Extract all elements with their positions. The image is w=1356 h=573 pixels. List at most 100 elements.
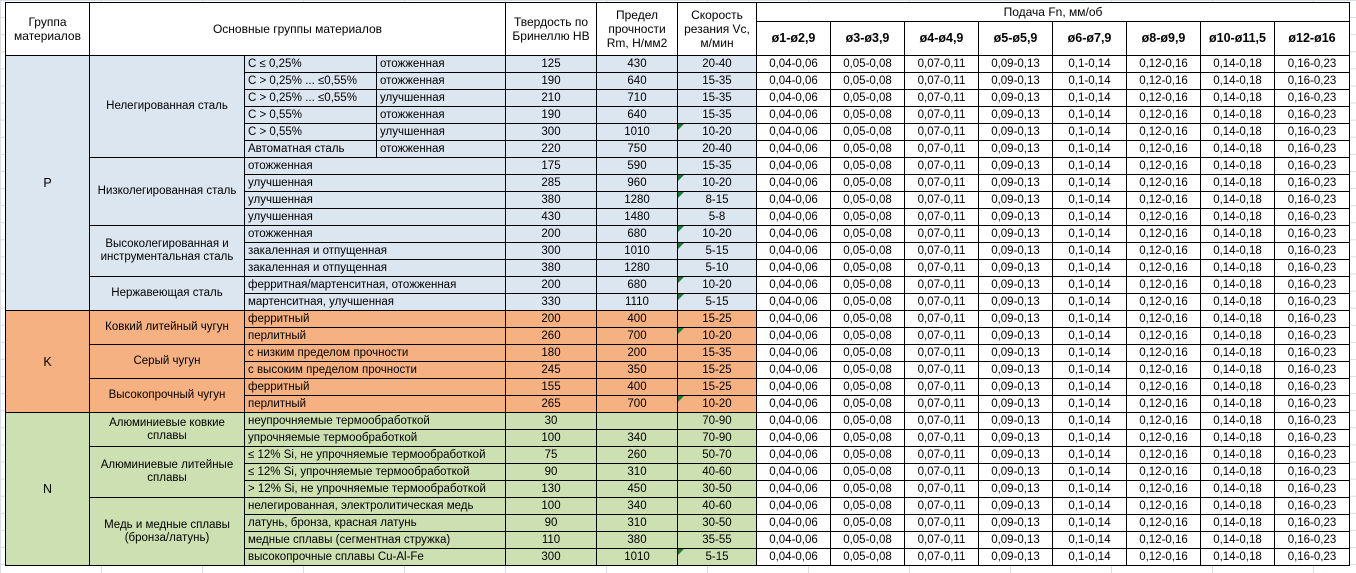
feed-cell[interactable]: 0,04-0,06 [756, 140, 831, 158]
feed-cell[interactable]: 0,16-0,23 [1274, 89, 1350, 107]
feed-cell[interactable]: 0,04-0,06 [756, 242, 831, 260]
feed-cell[interactable]: 0,1-0,14 [1052, 548, 1127, 566]
heat-treatment-state-cell[interactable]: отожженная [376, 140, 506, 158]
feed-cell[interactable]: 0,12-0,16 [1126, 140, 1201, 158]
feed-cell[interactable]: 0,05-0,08 [830, 548, 905, 566]
feed-cell[interactable]: 0,05-0,08 [830, 310, 905, 328]
rm-cell[interactable]: 700 [596, 327, 678, 345]
feed-cell[interactable]: 0,16-0,23 [1274, 480, 1350, 498]
feed-cell[interactable]: 0,16-0,23 [1274, 208, 1350, 226]
feed-cell[interactable]: 0,09-0,13 [978, 395, 1053, 413]
rm-cell[interactable]: 340 [596, 497, 678, 515]
feed-cell[interactable]: 0,12-0,16 [1126, 548, 1201, 566]
feed-cell[interactable]: 0,05-0,08 [830, 531, 905, 549]
header-cutting-speed[interactable]: Скорость резания Vc, м/мин [677, 2, 757, 56]
feed-cell[interactable]: 0,12-0,16 [1126, 72, 1201, 90]
carbon-content-cell[interactable]: C > 0,55% [244, 123, 377, 141]
rm-cell[interactable]: 350 [596, 361, 678, 379]
vc-cell[interactable]: 10-20 [677, 174, 757, 192]
feed-cell[interactable]: 0,04-0,06 [756, 327, 831, 345]
feed-cell[interactable]: 0,07-0,11 [904, 310, 979, 328]
feed-cell[interactable]: 0,09-0,13 [978, 157, 1053, 175]
feed-cell[interactable]: 0,05-0,08 [830, 123, 905, 141]
feed-cell[interactable]: 0,09-0,13 [978, 259, 1053, 277]
feed-cell[interactable]: 0,09-0,13 [978, 106, 1053, 124]
feed-cell[interactable]: 0,12-0,16 [1126, 361, 1201, 379]
feed-cell[interactable]: 0,07-0,11 [904, 89, 979, 107]
heat-treatment-state-cell[interactable]: улучшенная [376, 89, 506, 107]
hb-cell[interactable]: 245 [505, 361, 597, 379]
material-family-cell[interactable]: Ковкий литейный чугун [89, 310, 245, 345]
feed-cell[interactable]: 0,07-0,11 [904, 531, 979, 549]
feed-cell[interactable]: 0,09-0,13 [978, 225, 1053, 243]
hb-cell[interactable]: 200 [505, 276, 597, 294]
feed-cell[interactable]: 0,1-0,14 [1052, 174, 1127, 192]
vc-cell[interactable]: 20-40 [677, 140, 757, 158]
feed-cell[interactable]: 0,05-0,08 [830, 395, 905, 413]
feed-cell[interactable]: 0,04-0,06 [756, 174, 831, 192]
hb-cell[interactable]: 90 [505, 463, 597, 481]
header-diameter-1[interactable]: ø1-ø2,9 [756, 21, 831, 56]
hb-cell[interactable]: 90 [505, 514, 597, 532]
material-desc-cell[interactable]: улучшенная [244, 174, 506, 192]
feed-cell[interactable]: 0,1-0,14 [1052, 480, 1127, 498]
feed-cell[interactable]: 0,07-0,11 [904, 276, 979, 294]
material-desc-cell[interactable]: улучшенная [244, 191, 506, 209]
feed-cell[interactable]: 0,05-0,08 [830, 276, 905, 294]
feed-cell[interactable]: 0,12-0,16 [1126, 429, 1201, 447]
feed-cell[interactable]: 0,14-0,18 [1200, 395, 1275, 413]
feed-cell[interactable]: 0,14-0,18 [1200, 123, 1275, 141]
feed-cell[interactable]: 0,05-0,08 [830, 463, 905, 481]
vc-cell[interactable]: 15-35 [677, 157, 757, 175]
feed-cell[interactable]: 0,04-0,06 [756, 72, 831, 90]
feed-cell[interactable]: 0,12-0,16 [1126, 378, 1201, 396]
feed-cell[interactable]: 0,09-0,13 [978, 123, 1053, 141]
feed-cell[interactable]: 0,1-0,14 [1052, 242, 1127, 260]
feed-cell[interactable]: 0,05-0,08 [830, 106, 905, 124]
feed-cell[interactable]: 0,1-0,14 [1052, 412, 1127, 430]
material-family-cell[interactable]: Нелегированная сталь [89, 55, 245, 158]
feed-cell[interactable]: 0,09-0,13 [978, 140, 1053, 158]
hb-cell[interactable]: 125 [505, 55, 597, 73]
vc-cell[interactable]: 35-55 [677, 531, 757, 549]
feed-cell[interactable]: 0,16-0,23 [1274, 412, 1350, 430]
feed-cell[interactable]: 0,04-0,06 [756, 123, 831, 141]
feed-cell[interactable]: 0,07-0,11 [904, 327, 979, 345]
feed-cell[interactable]: 0,09-0,13 [978, 531, 1053, 549]
feed-cell[interactable]: 0,12-0,16 [1126, 463, 1201, 481]
material-desc-cell[interactable]: с высоким пределом прочности [244, 361, 506, 379]
rm-cell[interactable]: 700 [596, 395, 678, 413]
rm-cell[interactable]: 590 [596, 157, 678, 175]
header-tensile-strength[interactable]: Предел прочности Rm, Н/мм2 [596, 2, 678, 56]
feed-cell[interactable]: 0,04-0,06 [756, 480, 831, 498]
feed-cell[interactable]: 0,1-0,14 [1052, 123, 1127, 141]
feed-cell[interactable]: 0,16-0,23 [1274, 225, 1350, 243]
feed-cell[interactable]: 0,05-0,08 [830, 89, 905, 107]
rm-cell[interactable]: 310 [596, 463, 678, 481]
feed-cell[interactable]: 0,16-0,23 [1274, 531, 1350, 549]
feed-cell[interactable]: 0,16-0,23 [1274, 157, 1350, 175]
feed-cell[interactable]: 0,05-0,08 [830, 412, 905, 430]
feed-cell[interactable]: 0,04-0,06 [756, 276, 831, 294]
feed-cell[interactable]: 0,04-0,06 [756, 548, 831, 566]
feed-cell[interactable]: 0,14-0,18 [1200, 429, 1275, 447]
feed-cell[interactable]: 0,16-0,23 [1274, 548, 1350, 566]
feed-cell[interactable]: 0,14-0,18 [1200, 242, 1275, 260]
material-desc-cell[interactable]: латунь, бронза, красная латунь [244, 514, 506, 532]
vc-cell[interactable]: 5-15 [677, 293, 757, 311]
vc-cell[interactable]: 10-20 [677, 123, 757, 141]
vc-cell[interactable]: 15-35 [677, 89, 757, 107]
feed-cell[interactable]: 0,09-0,13 [978, 174, 1053, 192]
feed-cell[interactable]: 0,07-0,11 [904, 106, 979, 124]
material-family-cell[interactable]: Алюминиевые ковкие сплавы [89, 412, 245, 447]
feed-cell[interactable]: 0,05-0,08 [830, 497, 905, 515]
rm-cell[interactable]: 710 [596, 89, 678, 107]
feed-cell[interactable]: 0,05-0,08 [830, 514, 905, 532]
feed-cell[interactable]: 0,07-0,11 [904, 259, 979, 277]
feed-cell[interactable]: 0,12-0,16 [1126, 293, 1201, 311]
feed-cell[interactable]: 0,14-0,18 [1200, 310, 1275, 328]
feed-cell[interactable]: 0,07-0,11 [904, 242, 979, 260]
feed-cell[interactable]: 0,05-0,08 [830, 242, 905, 260]
material-desc-cell[interactable]: мартенситная, улучшенная [244, 293, 506, 311]
rm-cell[interactable]: 1010 [596, 123, 678, 141]
